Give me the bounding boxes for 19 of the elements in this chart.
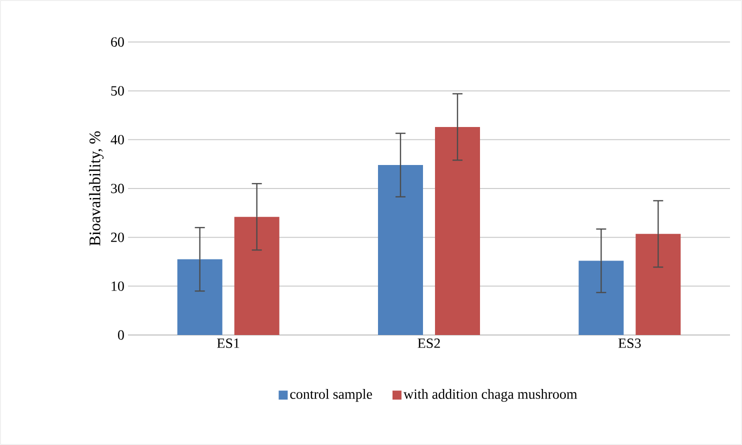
bar	[378, 165, 423, 336]
bar	[636, 234, 681, 336]
x-tick-label: ES2	[418, 338, 440, 348]
y-tick-label: 10	[112, 281, 124, 291]
y-tick-label: 40	[110, 134, 124, 144]
x-tick-label: ES1	[217, 338, 240, 348]
y-tick-label: 20	[111, 232, 124, 242]
y-tick-label: 30	[111, 184, 124, 194]
bar	[435, 126, 480, 336]
y-tick-label: 60	[111, 37, 124, 47]
bar	[578, 260, 624, 336]
legend-label: with addition chaga mushroom	[404, 389, 578, 402]
y-axis-title: Bioavailability, %	[89, 131, 104, 246]
legend-label: control sample	[290, 389, 372, 402]
bar	[177, 259, 222, 336]
x-tick-label: ES3	[618, 338, 641, 348]
bar	[234, 216, 280, 336]
y-tick-label: 0	[118, 330, 124, 340]
y-tick-label: 50	[111, 86, 124, 96]
